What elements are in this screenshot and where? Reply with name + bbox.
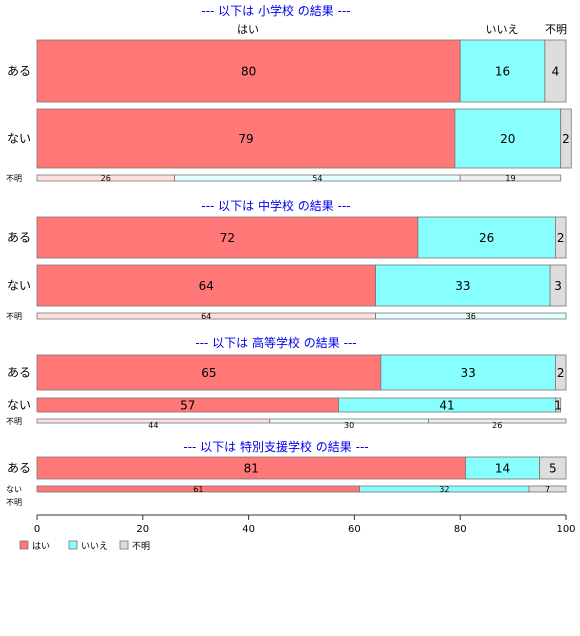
data-label: 16 xyxy=(495,64,510,78)
x-tick-label: 0 xyxy=(34,524,40,535)
data-label: 1 xyxy=(554,398,562,412)
data-label: 3 xyxy=(554,279,562,293)
legend-swatch xyxy=(119,540,129,550)
column-header: 不明 xyxy=(545,23,567,36)
column-header: はい xyxy=(237,23,259,36)
bar-segment xyxy=(428,418,567,424)
data-label: 36 xyxy=(466,312,476,321)
row-label: 不明 xyxy=(6,417,22,426)
bar-segment xyxy=(36,264,376,307)
row-label: 不明 xyxy=(6,174,22,183)
panel-title: --- 以下は 小学校 の結果 --- xyxy=(201,3,350,18)
data-label: 2 xyxy=(562,132,570,146)
data-label: 26 xyxy=(101,174,111,183)
bar-segment xyxy=(375,264,551,307)
x-tick-label: 40 xyxy=(242,524,255,535)
panel-title: --- 以下は 中学校 の結果 --- xyxy=(201,198,350,213)
x-tick-label: 100 xyxy=(556,524,575,535)
bar-segment xyxy=(555,216,567,259)
data-label: 2 xyxy=(557,366,565,380)
row-label: ない xyxy=(7,398,31,412)
bar-segment xyxy=(454,108,562,169)
row-label: ある xyxy=(7,64,31,78)
data-label: 2 xyxy=(557,231,565,245)
data-label: 14 xyxy=(495,461,510,475)
data-label: 26 xyxy=(492,421,502,430)
x-tick-label: 20 xyxy=(136,524,149,535)
bar-segment xyxy=(555,354,567,391)
data-label: 33 xyxy=(460,366,475,380)
bar-segment xyxy=(36,354,382,391)
data-label: 20 xyxy=(500,132,515,146)
row-label: ない xyxy=(6,485,22,494)
data-label: 57 xyxy=(180,398,195,412)
bar-segment xyxy=(528,485,567,493)
row-label: 不明 xyxy=(6,498,22,507)
x-tick-label: 60 xyxy=(348,524,361,535)
data-label: 33 xyxy=(455,279,470,293)
bar-segment xyxy=(36,39,461,103)
legend-swatch xyxy=(19,540,29,550)
data-label: 30 xyxy=(344,421,354,430)
bar-segment xyxy=(555,397,562,413)
row-label: 不明 xyxy=(6,312,22,321)
legend-label: 不明 xyxy=(132,541,150,552)
data-label: 65 xyxy=(201,366,216,380)
data-label: 19 xyxy=(505,174,515,183)
bar-segment xyxy=(459,174,562,182)
row-label: ない xyxy=(7,132,31,146)
data-label: 4 xyxy=(552,64,560,78)
data-label: 5 xyxy=(549,461,557,475)
data-label: 64 xyxy=(199,279,214,293)
legend-swatch xyxy=(68,540,78,550)
row-label: ない xyxy=(7,279,31,293)
bar-segment xyxy=(560,108,572,169)
bar-segment xyxy=(375,312,567,320)
x-tick-label: 80 xyxy=(454,524,467,535)
data-label: 81 xyxy=(244,461,259,475)
data-label: 64 xyxy=(201,312,211,321)
panel-title: --- 以下は 高等学校 の結果 --- xyxy=(195,335,356,350)
bar-segment xyxy=(539,456,567,480)
data-label: 80 xyxy=(241,64,256,78)
data-label: 54 xyxy=(312,174,322,183)
data-label: 26 xyxy=(479,231,494,245)
bar-segment xyxy=(544,39,567,103)
data-label: 32 xyxy=(439,485,449,494)
legend-label: いいえ xyxy=(81,541,108,552)
bar-segment xyxy=(36,108,456,169)
row-label: ある xyxy=(7,461,31,475)
row-label: ある xyxy=(7,366,31,380)
data-label: 72 xyxy=(220,231,235,245)
bar-segment xyxy=(549,264,567,307)
legend-label: はい xyxy=(32,541,50,552)
data-label: 7 xyxy=(545,485,550,494)
data-label: 44 xyxy=(148,421,158,430)
data-label: 79 xyxy=(238,132,253,146)
data-label: 61 xyxy=(193,485,203,494)
row-label: ある xyxy=(7,231,31,245)
bar-segment xyxy=(459,39,546,103)
bar-segment xyxy=(417,216,556,259)
panel-title: --- 以下は 特別支援学校 の結果 --- xyxy=(183,439,368,454)
data-label: 41 xyxy=(439,398,454,412)
column-header: いいえ xyxy=(486,23,519,36)
